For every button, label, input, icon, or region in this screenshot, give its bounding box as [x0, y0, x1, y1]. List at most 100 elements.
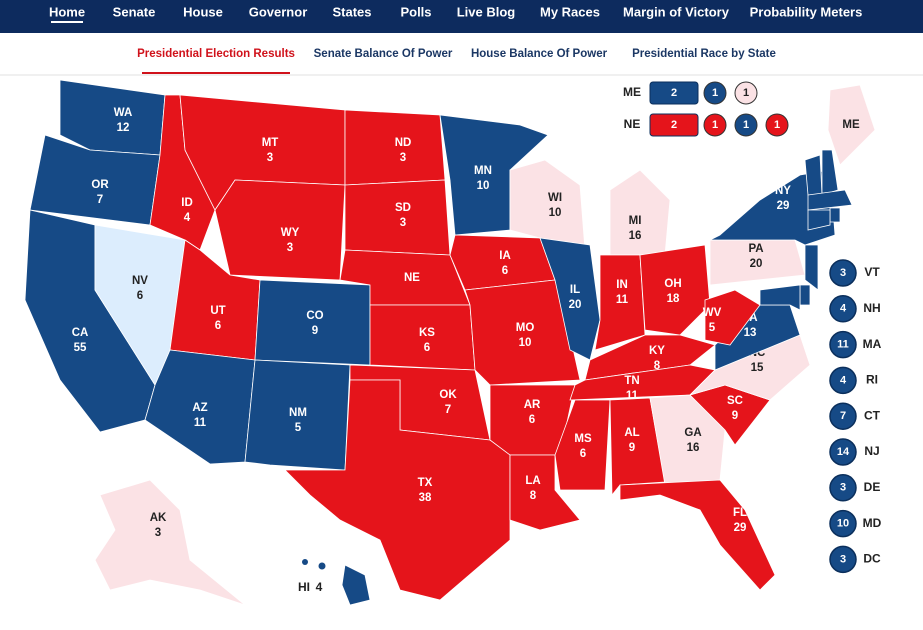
state-votes: 7: [97, 194, 103, 206]
state-abbr: MN: [474, 165, 492, 177]
state-abbr: IA: [499, 250, 511, 262]
small-state-abbr: MA: [863, 337, 882, 351]
state-abbr: PA: [748, 243, 763, 255]
state-shape: [344, 179, 451, 256]
state-votes: 8: [530, 490, 537, 502]
nav-link[interactable]: States: [332, 4, 371, 19]
small-state-votes: 11: [837, 339, 849, 351]
state-shape: [284, 379, 511, 601]
state-votes: 6: [137, 290, 143, 302]
small-state-abbr: DE: [864, 480, 881, 494]
district-badge: [765, 113, 789, 137]
state-shape: [704, 289, 761, 346]
state-votes: 20: [750, 258, 763, 270]
state-shape: [804, 154, 823, 196]
state-shape: [827, 84, 876, 166]
district-badge: [703, 113, 727, 137]
sub-nav-link[interactable]: Senate Balance Of Power: [314, 48, 453, 60]
state-abbr: NM: [289, 407, 307, 419]
small-state-badge: [829, 259, 857, 287]
state-abbr: TX: [418, 477, 433, 489]
small-state-votes: 3: [840, 482, 846, 494]
state-abbr: CA: [72, 327, 89, 339]
state-votes: 6: [529, 414, 535, 426]
nav-link[interactable]: Senate: [113, 4, 156, 19]
state-votes: 5: [709, 322, 716, 334]
state-abbr: AK: [150, 512, 167, 524]
nav-link[interactable]: Polls: [400, 4, 431, 19]
small-state-abbr: MD: [863, 516, 882, 530]
nav-link[interactable]: Home: [49, 4, 85, 19]
district-badge: [734, 81, 758, 105]
state-votes: 3: [267, 152, 273, 164]
state-votes: 3: [400, 152, 406, 164]
state-votes: 10: [519, 337, 532, 349]
state-votes: 5: [295, 422, 302, 434]
state-votes: 16: [687, 442, 700, 454]
state-votes: 38: [419, 492, 432, 504]
state-abbr: MO: [516, 322, 535, 334]
state-abbr: LA: [525, 475, 540, 487]
small-state-abbr: VT: [864, 265, 880, 279]
district-votes: 1: [774, 119, 780, 131]
state-votes: 7: [445, 404, 451, 416]
state-abbr: ID: [181, 197, 193, 209]
state-shape: [649, 394, 726, 486]
island: [318, 562, 326, 570]
at-large-box: [649, 113, 699, 137]
state-abbr: MS: [574, 433, 592, 445]
small-state-votes: 3: [840, 267, 846, 279]
state-shape: [341, 564, 371, 606]
state-shape: [804, 244, 819, 291]
state-shape: [759, 284, 801, 311]
nav-link[interactable]: Live Blog: [457, 4, 516, 19]
state-abbr: IL: [570, 284, 580, 296]
state-abbr: ME: [842, 119, 860, 131]
nav-link[interactable]: Margin of Victory: [623, 4, 730, 19]
small-state-badge: [829, 509, 857, 538]
small-state-abbr: CT: [864, 408, 881, 422]
small-state-badge: [829, 474, 857, 502]
sub-nav-link[interactable]: Presidential Race by State: [632, 48, 776, 60]
sub-nav-link[interactable]: House Balance Of Power: [471, 48, 608, 60]
state-votes: 3: [400, 217, 406, 229]
district-votes: 1: [743, 119, 749, 131]
state-votes: 10: [549, 207, 562, 219]
state-votes: 12: [117, 122, 130, 134]
state-votes: 6: [215, 320, 221, 332]
state-votes: 8: [654, 360, 661, 372]
small-state-votes: 4: [840, 374, 847, 386]
state-abbr: KY: [649, 345, 665, 357]
state-abbr: SC: [727, 395, 743, 407]
state-abbr: AR: [524, 399, 541, 411]
nav-bar: [0, 0, 923, 33]
state-shape: [59, 79, 166, 156]
state-abbr: GA: [684, 427, 701, 439]
state-abbr: NE: [404, 272, 420, 284]
small-state-abbr: NH: [863, 301, 880, 315]
district-votes: 1: [712, 119, 718, 131]
state-shape: [794, 298, 798, 302]
nav-link[interactable]: House: [183, 4, 223, 19]
state-abbr: WY: [281, 227, 300, 239]
state-shape: [807, 189, 853, 211]
state-abbr: KS: [419, 327, 435, 339]
state-abbr: IN: [616, 279, 628, 291]
state-votes: 3: [155, 527, 161, 539]
state-votes: 29: [777, 200, 790, 212]
state-shape: [554, 399, 611, 491]
state-shape: [799, 284, 811, 306]
nav-link[interactable]: My Races: [540, 4, 600, 19]
sub-nav-link[interactable]: Presidential Election Results: [137, 48, 295, 60]
nav-link[interactable]: Governor: [249, 4, 308, 19]
state-abbr: AZ: [192, 402, 207, 414]
district-badge: [734, 113, 758, 137]
state-abbr: NV: [132, 275, 148, 287]
state-votes: 3: [287, 242, 293, 254]
state-abbr: MI: [629, 215, 642, 227]
nav-link[interactable]: Probability Meters: [750, 4, 863, 19]
state-abbr: FL: [733, 507, 747, 519]
state-votes: 6: [424, 342, 430, 354]
state-abbr: OK: [439, 389, 457, 401]
state-shape: [509, 159, 586, 251]
